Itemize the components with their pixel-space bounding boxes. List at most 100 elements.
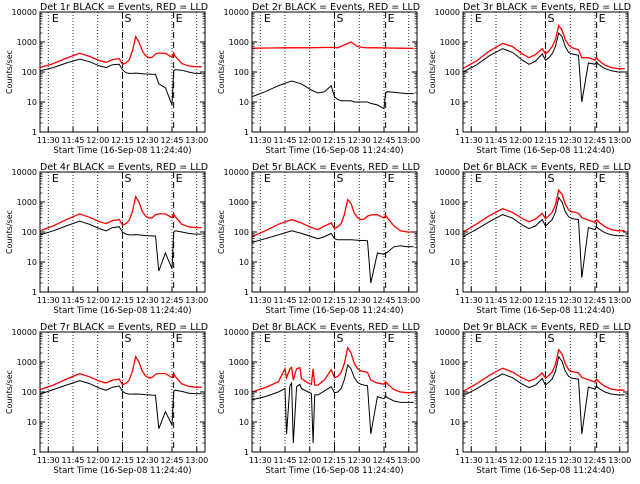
series-events (39, 58, 202, 106)
x-tick-label: 11:30 (249, 296, 272, 305)
x-tick-label: 11:45 (61, 136, 84, 145)
x-tick-label: 11:45 (61, 296, 84, 305)
y-tick-label: 10000 (224, 168, 249, 177)
marker-label: E (176, 12, 183, 25)
series-events (462, 31, 625, 103)
y-tick-label: 1000 (440, 358, 460, 367)
x-tick-label: 12:45 (160, 136, 183, 145)
panel-title: Det 1r BLACK = Events, RED = LLD (40, 2, 208, 13)
y-tick-label: 100 (22, 228, 37, 237)
marker-label: E (52, 172, 59, 185)
x-tick-label: 12:30 (348, 296, 371, 305)
x-tick-label: 12:00 (509, 456, 532, 465)
panel-title: Det 8r BLACK = Events, RED = LLD (252, 322, 420, 333)
marker-label: E (52, 12, 59, 25)
y-axis-label: Counts/sec (217, 50, 226, 94)
y-tick-label: 100 (234, 68, 249, 77)
y-tick-label: 100 (22, 68, 37, 77)
y-tick-label: 1 (32, 448, 37, 457)
marker-label: E (388, 172, 395, 185)
y-tick-label: 1000 (229, 198, 249, 207)
panel-title: Det 4r BLACK = Events, RED = LLD (40, 162, 208, 173)
series-events (39, 220, 202, 272)
marker-label: E (599, 332, 606, 345)
panel-title: Det 9r BLACK = Events, RED = LLD (463, 322, 631, 333)
y-axis-label: Counts/sec (217, 370, 226, 414)
y-tick-label: 10 (27, 418, 37, 427)
y-tick-label: 1000 (229, 38, 249, 47)
marker-label: E (475, 12, 482, 25)
series-lld (251, 198, 414, 238)
x-axis-label: Start Time (16-Sep-08 11:24:40) (476, 466, 614, 476)
y-tick-label: 10000 (224, 8, 249, 17)
marker-label: E (264, 172, 271, 185)
x-axis-label: Start Time (16-Sep-08 11:24:40) (265, 306, 403, 316)
y-axis-label: Counts/sec (428, 210, 437, 254)
marker-label: E (176, 172, 183, 185)
series-lld (39, 35, 202, 69)
marker-label: E (52, 332, 59, 345)
x-tick-label: 12:30 (136, 136, 159, 145)
x-tick-label: 12:00 (86, 296, 109, 305)
y-tick-label: 1 (244, 128, 249, 137)
x-tick-label: 12:45 (372, 456, 395, 465)
series-events (39, 380, 202, 429)
y-tick-label: 10000 (435, 168, 460, 177)
x-tick-label: 12:15 (323, 296, 346, 305)
series-events (251, 230, 414, 284)
x-tick-label: 11:30 (37, 296, 60, 305)
series-events (251, 80, 414, 110)
series-lld (39, 355, 202, 391)
marker-label: S (337, 332, 344, 345)
y-tick-label: 100 (445, 228, 460, 237)
y-tick-label: 100 (445, 68, 460, 77)
y-tick-label: 1 (244, 288, 249, 297)
x-axis-label: Start Time (16-Sep-08 11:24:40) (476, 306, 614, 316)
series-lld (39, 195, 202, 232)
x-tick-label: 12:15 (111, 456, 134, 465)
y-tick-label: 1 (32, 128, 37, 137)
y-tick-label: 1000 (229, 358, 249, 367)
marker-label: E (264, 332, 271, 345)
x-tick-label: 11:45 (484, 136, 507, 145)
marker-label: E (599, 12, 606, 25)
y-axis-label: Counts/sec (428, 370, 437, 414)
series-lld (462, 348, 625, 392)
y-tick-label: 10 (27, 98, 37, 107)
x-tick-label: 12:15 (534, 136, 557, 145)
series-lld (251, 345, 414, 394)
y-tick-label: 10000 (435, 8, 460, 17)
series-lld (462, 188, 625, 233)
series-events (462, 196, 625, 278)
y-tick-label: 100 (22, 388, 37, 397)
y-tick-label: 100 (445, 388, 460, 397)
marker-label: S (548, 172, 555, 185)
x-tick-label: 12:15 (323, 136, 346, 145)
x-tick-label: 11:45 (484, 296, 507, 305)
x-axis-label: Start Time (16-Sep-08 11:24:40) (476, 146, 614, 156)
panel-title: Det 2r BLACK = Events, RED = LLD (252, 2, 420, 13)
panel-title: Det 7r BLACK = Events, RED = LLD (40, 322, 208, 333)
y-axis-label: Counts/sec (217, 210, 226, 254)
y-tick-label: 1 (455, 448, 460, 457)
x-tick-label: 12:15 (323, 456, 346, 465)
x-tick-label: 12:30 (348, 136, 371, 145)
x-tick-label: 12:45 (583, 296, 606, 305)
marker-label: E (475, 172, 482, 185)
y-axis-label: Counts/sec (5, 370, 14, 414)
panel-title: Det 5r BLACK = Events, RED = LLD (252, 162, 420, 173)
x-tick-label: 12:30 (136, 296, 159, 305)
y-tick-label: 10 (239, 98, 249, 107)
y-tick-label: 10 (450, 98, 460, 107)
x-tick-label: 11:30 (460, 136, 483, 145)
marker-label: E (388, 12, 395, 25)
x-tick-label: 13:00 (608, 296, 631, 305)
x-axis-label: Start Time (16-Sep-08 11:24:40) (265, 466, 403, 476)
x-tick-label: 11:45 (273, 296, 296, 305)
